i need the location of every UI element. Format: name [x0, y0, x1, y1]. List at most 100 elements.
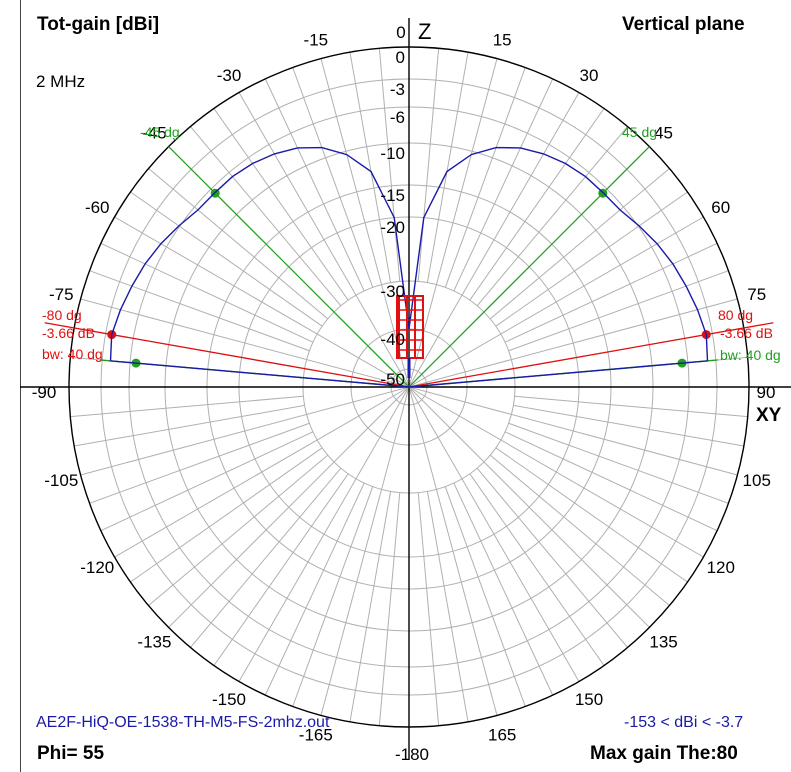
radial-gridline — [70, 395, 304, 418]
filename-label: AE2F-HiQ-OE-1538-TH-M5-FS-2mhz.out — [36, 714, 330, 731]
angle-tick-label: 15 — [493, 30, 512, 49]
pattern-lobe-right — [408, 146, 709, 388]
chart-title: Tot-gain [dBi] — [37, 14, 160, 35]
gain-ring-label: -15 — [380, 186, 405, 205]
radial-gridline — [100, 431, 314, 532]
gain-ring-label: -40 — [380, 330, 405, 349]
pattern-series — [44, 146, 774, 388]
max-gain-angle-label-right: 80 dg — [718, 307, 753, 323]
max-gain-line — [44, 322, 410, 388]
polar-grid — [20, 18, 791, 760]
radial-gridline — [476, 126, 628, 307]
angle-tick-label: -135 — [137, 633, 171, 652]
radial-gridline — [504, 242, 718, 343]
radial-gridline — [417, 492, 440, 726]
radial-gridline — [130, 447, 323, 583]
radial-gridline — [378, 492, 401, 726]
angle-tick-label: 165 — [488, 726, 516, 745]
xy-axis-label: XY — [756, 405, 782, 426]
chart-subtitle: Vertical plane — [622, 14, 745, 35]
max-gain-value-label-right: -3.66 dB — [720, 325, 773, 341]
gain-ring-label: -10 — [380, 144, 405, 163]
radial-gridline — [444, 486, 526, 707]
angle-tick-label: 90 — [757, 383, 776, 402]
radial-gridline — [504, 431, 718, 532]
angle-tick-label: -180 — [395, 745, 429, 764]
angle-tick-label: -90 — [32, 383, 57, 402]
angle-tick-label: 60 — [711, 198, 730, 217]
radial-gridline — [100, 242, 314, 343]
radial-gridline — [264, 78, 365, 292]
radial-gridline — [469, 108, 605, 301]
angle-tick-label: -75 — [49, 285, 74, 304]
gain-ring-label: -50 — [380, 370, 405, 389]
beamwidth-edge-line — [408, 146, 650, 388]
radial-gridline — [426, 491, 469, 722]
beamwidth-angle-label-left: -45 dg — [140, 124, 180, 140]
radial-gridline — [453, 78, 554, 292]
radial-gridline — [89, 422, 310, 504]
max-gain-angle-label-left: -80 dg — [42, 307, 82, 323]
pattern-lobe-left — [109, 146, 410, 388]
radial-gridline — [264, 482, 365, 696]
radial-gridline — [417, 48, 440, 282]
gain-range-label: -153 < dBi < -3.7 — [624, 714, 744, 731]
gain-ring-label: -30 — [380, 282, 405, 301]
gain-ring-label: 0 — [396, 48, 405, 67]
gain-ring-label: -20 — [380, 218, 405, 237]
gain-ring-label: -6 — [390, 108, 405, 127]
beamwidth-angle-label-right: 45 dg — [622, 124, 657, 140]
tick-labels: 0 153045607590105120135150165-180-165-150… — [32, 19, 782, 764]
max-gain-line — [408, 322, 774, 388]
angle-tick-label: -120 — [80, 558, 114, 577]
radial-gridline — [74, 404, 305, 447]
radial-gridline — [469, 473, 605, 666]
radial-gridline — [349, 491, 392, 722]
radial-gridline — [148, 168, 329, 320]
z-axis-label: Z — [418, 19, 431, 44]
angle-tick-label: 135 — [649, 633, 677, 652]
angle-tick-label: 150 — [575, 690, 603, 709]
radial-gridline — [426, 52, 469, 283]
angle-tick-label: -165 — [299, 726, 333, 745]
beamwidth-edge-line — [168, 146, 410, 388]
angle-tick-label: 0 — [396, 23, 405, 42]
radial-gridline — [292, 67, 374, 288]
gain-ring-label: -3 — [390, 80, 405, 99]
radial-gridline — [453, 482, 554, 696]
radial-gridline — [378, 48, 401, 282]
beamwidth-label-left: bw: 40 dg — [42, 346, 103, 362]
radial-gridline — [495, 191, 688, 327]
angle-tick-label: -150 — [212, 690, 246, 709]
radial-gridline — [508, 422, 729, 504]
radial-gridline — [190, 467, 342, 648]
angle-tick-label: -15 — [304, 30, 329, 49]
window-left-border — [20, 0, 21, 772]
max-gain-value-label-left: -3.66 dB — [42, 325, 95, 341]
radial-gridline — [489, 168, 670, 320]
radial-gridline — [89, 270, 310, 352]
angle-tick-label: 30 — [580, 66, 599, 85]
angle-tick-label: 45 — [654, 123, 673, 142]
radial-gridline — [349, 52, 392, 283]
radial-gridline — [130, 191, 323, 327]
angle-tick-label: 75 — [747, 285, 766, 304]
radial-gridline — [495, 447, 688, 583]
angle-tick-label: -105 — [44, 471, 78, 490]
frequency-label: 2 MHz — [36, 72, 86, 91]
radial-gridline — [444, 67, 526, 288]
radial-gridline — [513, 404, 744, 447]
radial-gridline — [489, 454, 670, 606]
phi-label: Phi= 55 — [37, 743, 105, 764]
angle-tick-label: -30 — [217, 66, 242, 85]
radial-gridline — [508, 270, 729, 352]
radial-gridline — [292, 486, 374, 707]
max-gain-label: Max gain The:80 — [590, 743, 738, 764]
radial-gridline — [514, 395, 748, 418]
radial-gridline — [476, 467, 628, 648]
radial-gridline — [148, 454, 329, 606]
angle-tick-label: -60 — [85, 198, 110, 217]
angle-tick-label: -45 — [142, 123, 167, 142]
